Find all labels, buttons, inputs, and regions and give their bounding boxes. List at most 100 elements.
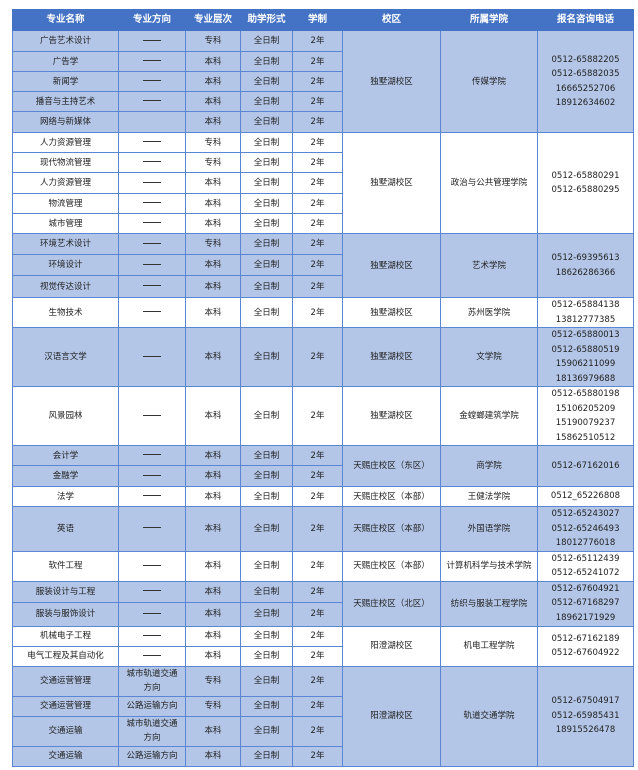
phone-number: 0512-65880519 (551, 344, 620, 355)
study-form: 全日制 (240, 665, 293, 697)
study-form: 全日制 (240, 645, 293, 667)
major-level: 本科 (185, 445, 241, 466)
major-level: 本科 (185, 172, 241, 194)
major-name: 广告艺术设计 (12, 30, 119, 52)
table-row: 广告艺术设计—专科全日制2年独墅湖校区传媒学院0512-658822050512… (12, 30, 634, 133)
study-form: 全日制 (240, 625, 293, 647)
campus: 独墅湖校区 (342, 30, 441, 133)
phone-number: 13812777385 (555, 314, 616, 325)
direction-cell: — (118, 645, 186, 667)
college: 传媒学院 (440, 30, 538, 133)
college: 金螳螂建筑学院 (440, 386, 538, 446)
duration: 2年 (292, 30, 343, 52)
phone-number: 0512-65880291 (551, 170, 620, 181)
duration: 2年 (292, 465, 343, 487)
major-level: 本科 (185, 297, 241, 328)
study-form: 全日制 (240, 213, 293, 234)
major-level: 专科 (185, 665, 241, 697)
phone-number: 0512-65882205 (551, 54, 620, 65)
study-form: 全日制 (240, 233, 293, 255)
study-form: 全日制 (240, 327, 293, 387)
major-name: 播音与主持艺术 (12, 91, 119, 112)
phone-number: 18626286366 (555, 267, 616, 278)
phone-number: 0512-67604922 (551, 648, 620, 658)
dash-mark: — (143, 285, 161, 287)
direction-cell: — (118, 254, 186, 276)
duration: 2年 (292, 506, 343, 552)
duration: 2年 (292, 386, 343, 446)
phone-number: 15190079237 (555, 418, 616, 428)
dash-mark: — (143, 161, 161, 163)
direction-cell: — (118, 132, 186, 153)
study-form: 全日制 (240, 580, 293, 603)
duration: 2年 (292, 745, 343, 767)
major-name: 电气工程及其自动化 (12, 645, 119, 667)
duration: 2年 (292, 132, 343, 153)
major-name: 人力资源管理 (12, 132, 119, 153)
phone-list: 0512-67604921 0512-67168297 18962171929 (537, 580, 634, 627)
table-row: 机械电子工程—本科全日制2年阳澄湖校区机电工程学院0512-6716218905… (12, 625, 634, 667)
campus: 天赐庄校区（本部） (342, 486, 441, 507)
dash-mark: — (143, 355, 161, 358)
phone-number: 0512-67162189 (551, 633, 620, 644)
phone-number: 18012776018 (555, 538, 616, 548)
dash-mark: — (143, 181, 161, 184)
study-form: 全日制 (240, 601, 293, 627)
phone-number: 0512-65882035 (551, 69, 620, 79)
phone-list: 0512-65884138 13812777385 (537, 297, 634, 328)
phone-number: 0512-65985431 (551, 710, 620, 721)
major-name: 服装与服饰设计 (12, 601, 119, 627)
duration: 2年 (292, 645, 343, 667)
duration: 2年 (292, 152, 343, 173)
study-form: 全日制 (240, 297, 293, 328)
campus: 独墅湖校区 (342, 386, 441, 446)
dash-mark: — (143, 527, 161, 529)
direction-cell: — (118, 30, 186, 52)
study-form: 全日制 (240, 465, 293, 487)
campus: 天赐庄校区（北区） (342, 580, 441, 627)
study-form: 全日制 (240, 30, 293, 52)
college: 文学院 (440, 327, 538, 387)
duration: 2年 (292, 665, 343, 697)
phone-number: 15906211099 (555, 359, 616, 369)
dash-mark: — (143, 39, 161, 42)
direction-cell (118, 111, 186, 133)
campus: 独墅湖校区 (342, 233, 441, 298)
table-row: 人力资源管理—专科全日制2年独墅湖校区政治与公共管理学院0512-6588029… (12, 132, 634, 234)
direction-cell: — (118, 550, 186, 582)
phone-number: 0512-67162016 (551, 460, 620, 471)
table-row: 网络与新媒体 本科 全日制 2年 (12, 111, 634, 133)
table-body: 广告艺术设计—专科全日制2年独墅湖校区传媒学院0512-658822050512… (12, 30, 634, 767)
phone-number: 18136979688 (555, 373, 616, 384)
major-level: 本科 (185, 193, 241, 214)
campus: 独墅湖校区 (342, 327, 441, 387)
major-level: 专科 (185, 152, 241, 173)
study-form: 全日制 (240, 71, 293, 92)
dash-mark: — (143, 454, 161, 456)
college: 轨道交通学院 (440, 665, 538, 767)
direction-cell: — (118, 172, 186, 194)
duration: 2年 (292, 172, 343, 194)
dash-mark: — (143, 141, 161, 143)
major-name: 新闻学 (12, 71, 119, 92)
table-row: 环境艺术设计—专科全日制2年独墅湖校区艺术学院0512-693956131862… (12, 233, 634, 298)
campus: 独墅湖校区 (342, 132, 441, 234)
major-name: 机械电子工程 (12, 625, 119, 647)
phone-number: 0512-65880013 (551, 330, 620, 340)
header-row: 专业名称 专业方向 专业层次 助学形式 学制 校区 所属学院 报名咨询电话 (12, 9, 634, 31)
major-level: 本科 (185, 625, 241, 647)
study-form: 全日制 (240, 51, 293, 72)
direction-cell: — (118, 386, 186, 446)
duration: 2年 (292, 111, 343, 133)
direction-cell: — (118, 213, 186, 234)
dash-mark: — (143, 263, 161, 266)
table-row: 汉语言文学—本科全日制2年独墅湖校区文学院0512-658800130512-6… (12, 327, 634, 387)
phone-list: 0512-65880013 0512-65880519 15906211099 181… (537, 327, 634, 387)
campus: 天赐庄校区（东区） (342, 445, 441, 487)
dash-mark: — (143, 654, 161, 657)
duration: 2年 (292, 91, 343, 112)
major-level: 本科 (185, 111, 241, 133)
